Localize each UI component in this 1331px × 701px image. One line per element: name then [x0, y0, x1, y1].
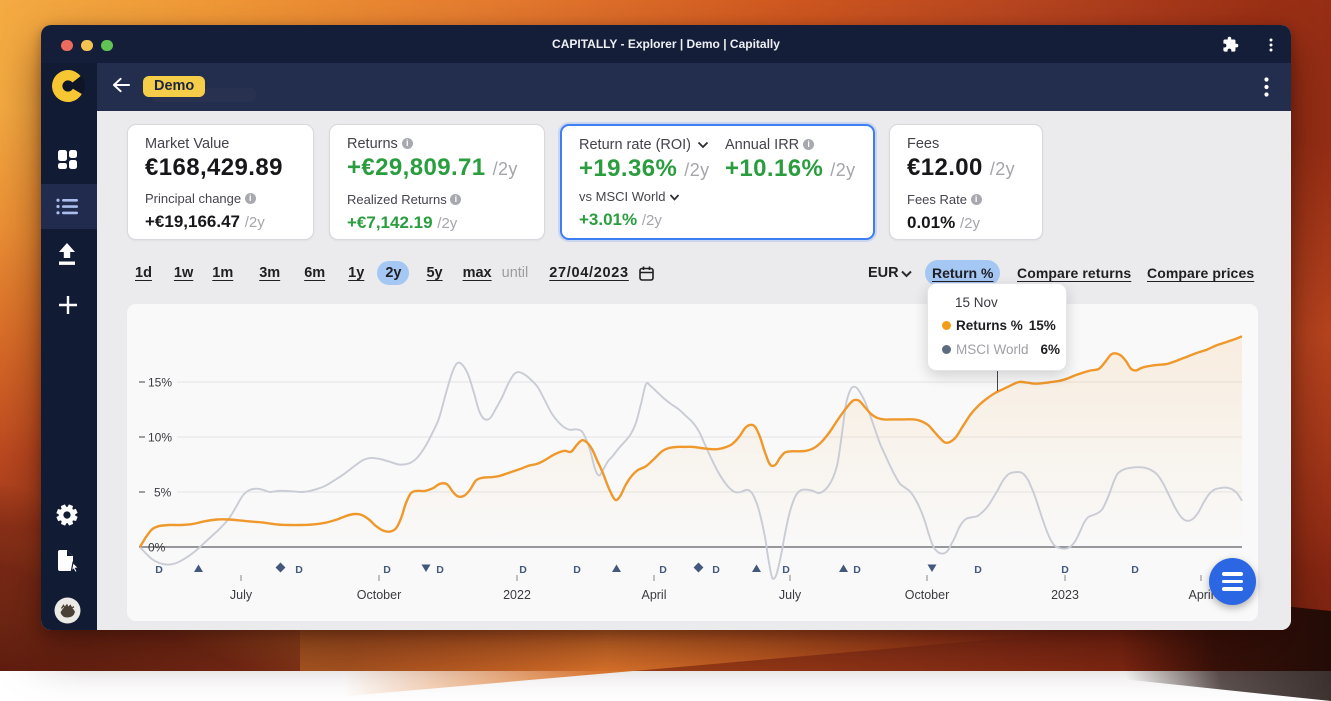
svg-text:D: D — [974, 564, 982, 576]
svg-text:D: D — [573, 564, 581, 576]
svg-text:D: D — [383, 564, 391, 576]
svg-text:D: D — [436, 564, 444, 576]
svg-text:D: D — [295, 564, 303, 576]
svg-text:D: D — [712, 564, 720, 576]
svg-text:2023: 2023 — [1051, 588, 1079, 602]
svg-text:D: D — [1131, 564, 1139, 576]
svg-text:D: D — [519, 564, 527, 576]
svg-text:D: D — [782, 564, 790, 576]
svg-text:5%: 5% — [154, 486, 172, 500]
svg-text:D: D — [659, 564, 667, 576]
svg-text:July: July — [779, 588, 802, 602]
svg-text:D: D — [1061, 564, 1069, 576]
svg-text:April: April — [1188, 588, 1213, 602]
svg-text:D: D — [853, 564, 861, 576]
svg-text:April: April — [641, 588, 666, 602]
svg-text:July: July — [230, 588, 253, 602]
svg-text:October: October — [905, 588, 949, 602]
svg-text:0%: 0% — [148, 541, 166, 555]
svg-text:10%: 10% — [148, 431, 172, 445]
svg-text:D: D — [155, 564, 163, 576]
svg-text:15%: 15% — [148, 376, 172, 390]
svg-text:2022: 2022 — [503, 588, 531, 602]
svg-text:October: October — [357, 588, 401, 602]
